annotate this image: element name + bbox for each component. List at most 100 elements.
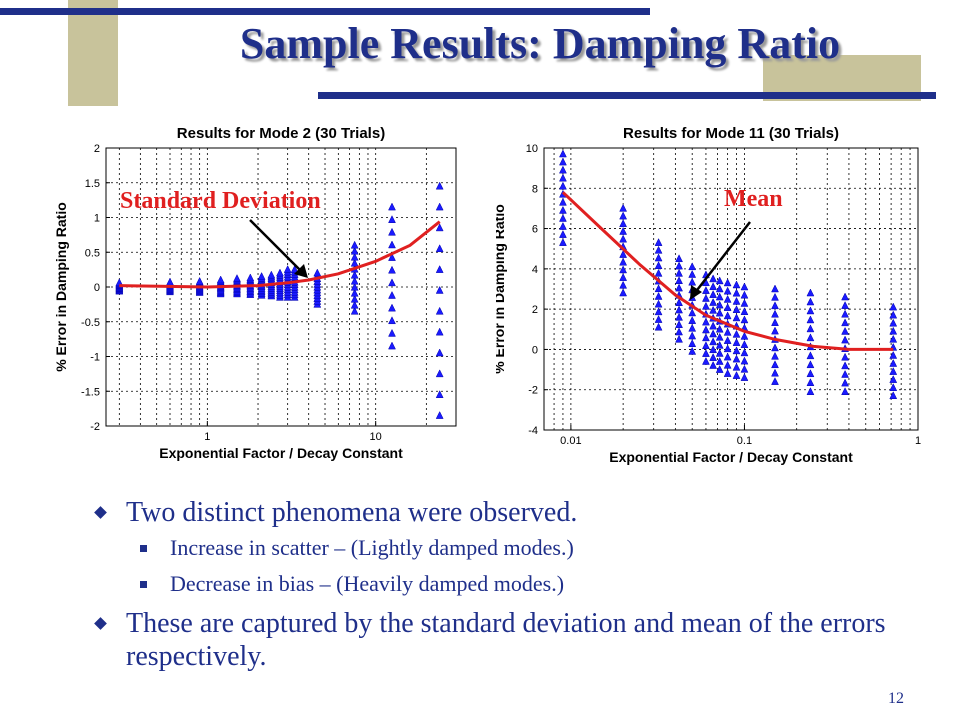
data-point-marker	[723, 278, 732, 287]
data-point-marker	[675, 261, 683, 270]
data-point-marker	[350, 294, 359, 303]
data-point-marker	[654, 284, 663, 293]
data-point-marker	[806, 315, 815, 324]
data-point-marker	[688, 308, 697, 317]
data-point-marker	[841, 369, 849, 378]
data-point-marker	[806, 360, 815, 369]
data-point-marker	[715, 332, 724, 341]
data-point-marker	[435, 348, 444, 357]
y-tick-label: 8	[532, 183, 538, 195]
data-point-marker	[771, 343, 779, 352]
y-tick-label: 0	[532, 344, 538, 356]
data-point-marker	[841, 361, 849, 370]
data-point-marker	[675, 283, 683, 292]
data-point-marker	[709, 329, 718, 338]
data-point-marker	[709, 290, 718, 298]
data-point-marker	[841, 326, 849, 335]
data-point-marker	[889, 350, 898, 359]
data-point-marker	[715, 348, 724, 357]
data-point-marker	[740, 331, 749, 340]
data-point-marker	[715, 365, 724, 373]
sub-bullet-text: Increase in scatter – (Lightly damped mo…	[170, 535, 574, 560]
data-point-marker	[619, 280, 628, 289]
data-point-marker	[841, 352, 849, 361]
data-point-marker	[723, 327, 732, 336]
annotation-arrow-shaft	[249, 219, 305, 275]
chart-mode-11: -4 -2 0 2 4 6 8 10 0.01 0.1 1 Results for Mode 11 (…	[496, 125, 921, 465]
data-point-marker	[388, 202, 396, 211]
data-point-marker	[654, 299, 663, 308]
data-point-marker	[889, 383, 898, 391]
data-point-marker	[675, 320, 683, 328]
data-point-marker	[688, 323, 697, 332]
data-point-marker	[806, 387, 815, 395]
plot-frame	[543, 147, 919, 431]
data-point-marker	[771, 377, 779, 385]
data-point-marker	[654, 238, 663, 246]
data-point-marker	[559, 165, 567, 174]
data-point-marker	[702, 349, 710, 357]
data-point-marker	[732, 338, 741, 346]
data-point-marker	[559, 149, 567, 158]
y-tick-label: 10	[526, 143, 538, 155]
data-point-marker	[559, 197, 567, 206]
data-point-marker	[388, 316, 396, 325]
data-point-marker	[771, 284, 779, 293]
data-point-marker	[709, 337, 718, 346]
y-tick-label: -1	[90, 352, 100, 364]
data-point-marker	[715, 292, 724, 301]
data-point-marker	[688, 331, 697, 340]
data-point-marker	[889, 375, 898, 383]
data-point-marker	[276, 268, 284, 277]
x-tick-label: 0.01	[560, 435, 581, 447]
x-tick-label: 1	[915, 435, 921, 447]
y-tick-label: 2	[532, 304, 538, 316]
data-point-marker	[889, 334, 898, 343]
x-axis-label: Exponential Factor / Decay Constant	[609, 449, 853, 465]
data-point-marker	[709, 305, 718, 314]
data-point-marker	[350, 240, 359, 249]
data-point-marker	[619, 257, 628, 266]
y-tick-label: 0.5	[85, 247, 100, 259]
bullet-text: Two distinct phenomena were observed.	[126, 497, 578, 528]
data-point-marker	[841, 309, 849, 318]
x-tick-label: 10	[370, 431, 382, 443]
data-point-marker	[740, 348, 749, 357]
square-bullet-icon	[140, 581, 147, 588]
data-point-marker	[435, 285, 444, 294]
data-point-marker	[732, 329, 741, 338]
data-point-marker	[771, 301, 779, 310]
x-tick-label: 1	[204, 431, 210, 443]
data-point-marker	[654, 307, 663, 316]
data-point-marker	[715, 356, 724, 365]
data-point-marker	[435, 411, 444, 419]
bullet-item: Two distinct phenomena were observed.	[94, 496, 896, 529]
data-point-marker	[350, 258, 359, 267]
data-point-marker	[740, 282, 749, 291]
fit-curve-line	[561, 191, 894, 351]
data-point-marker	[841, 318, 849, 327]
data-point-marker	[771, 351, 779, 360]
data-point-marker	[675, 276, 683, 285]
data-point-marker	[388, 278, 396, 287]
data-point-marker	[619, 203, 628, 212]
data-point-marker	[702, 301, 710, 310]
data-point-marker	[732, 346, 741, 355]
data-point-marker	[559, 221, 567, 230]
data-point-marker	[654, 261, 663, 269]
data-point-marker	[559, 181, 567, 190]
data-point-marker	[715, 340, 724, 349]
y-tick-label: -1.5	[81, 386, 100, 398]
data-point-marker	[313, 268, 322, 277]
data-point-marker	[559, 213, 567, 222]
y-tick-label: -4	[528, 425, 538, 437]
data-point-marker	[732, 296, 741, 305]
data-point-marker	[889, 391, 898, 400]
data-point-marker	[889, 318, 898, 327]
data-point-marker	[889, 302, 898, 311]
data-point-marker	[889, 326, 898, 335]
data-point-marker	[350, 270, 359, 279]
data-point-marker	[350, 246, 359, 255]
y-axis-label: % Error in Damping Ratio	[496, 204, 507, 374]
data-point-marker	[740, 290, 749, 299]
